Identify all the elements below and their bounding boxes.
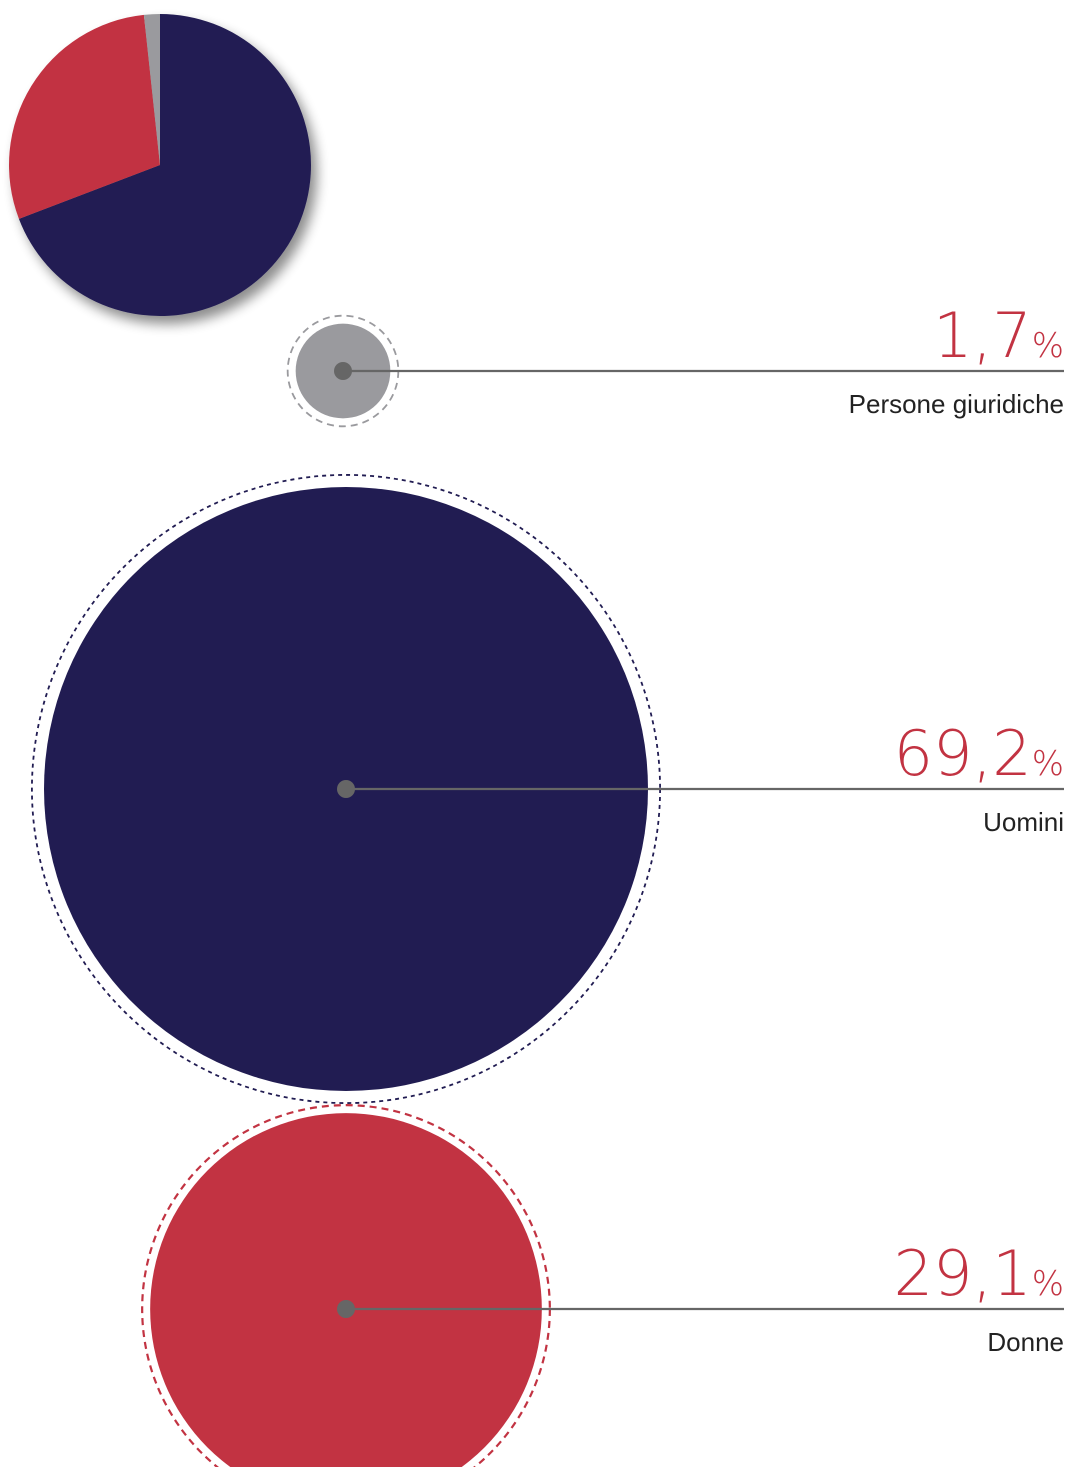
percent-sign: % xyxy=(1032,744,1064,784)
percent-sign: % xyxy=(1032,326,1064,366)
value-label-donne: 29,1% xyxy=(894,1237,1064,1310)
bubble-uomini: 69,2% Uomini xyxy=(31,474,1064,1104)
category-label-persone-giuridiche: Persone giuridiche xyxy=(849,389,1064,419)
bubble-donne: 29,1% Donne xyxy=(141,1104,1064,1467)
value-label-uomini: 69,2% xyxy=(894,717,1064,790)
bubble-center-dot-uomini xyxy=(337,780,355,798)
bubble-circle-donne xyxy=(150,1113,542,1467)
category-label-donne: Donne xyxy=(987,1327,1064,1357)
bubble-center-dot-persone-giuridiche xyxy=(334,362,352,380)
category-label-uomini: Uomini xyxy=(983,807,1064,837)
bubble-center-dot-donne xyxy=(337,1300,355,1318)
bubble-persone-giuridiche: 1,7% Persone giuridiche xyxy=(286,299,1064,428)
value-label-persone-giuridiche: 1,7% xyxy=(933,299,1064,372)
pie-slice-uomini xyxy=(18,14,312,317)
bubble-callouts: 69,2% Uomini 29,1% Donne 1,7% Persone giuridi… xyxy=(31,299,1064,1467)
pie-slice-persone-giuridiche xyxy=(143,14,160,165)
percent-sign: % xyxy=(1032,1264,1064,1304)
pie-slice-donne xyxy=(9,14,161,219)
pie-chart xyxy=(9,14,312,317)
